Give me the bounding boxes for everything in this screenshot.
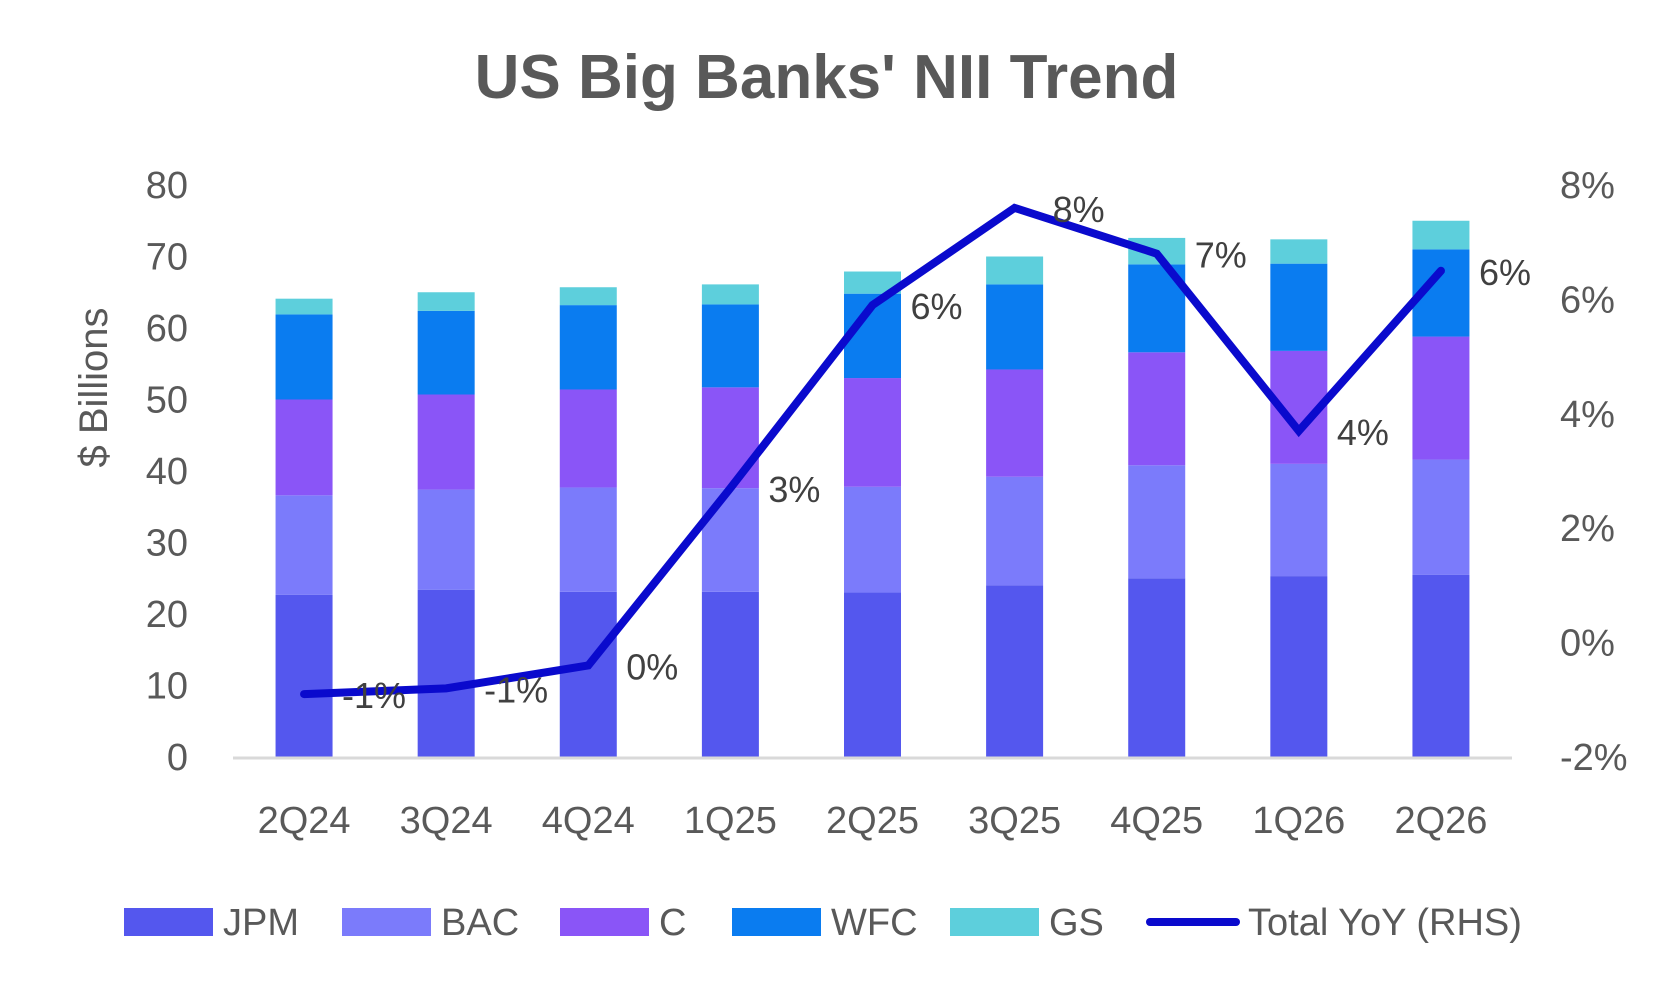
y-axis-title: $ Billions: [72, 307, 116, 467]
bar-gs-4q24: [559, 287, 617, 306]
x-axis-categories: 2Q24 3Q24 4Q24 1Q25 2Q25 3Q25 4Q25 1Q26 2Q26: [258, 800, 1488, 842]
bar-jpm-1q26: [1270, 576, 1328, 757]
legend-label: JPM: [223, 902, 299, 944]
x-category-label: 4Q25: [1110, 800, 1203, 842]
bar-bac-1q25: [701, 488, 759, 592]
y-tick-label: 0: [167, 737, 188, 779]
bar-bac-3q25: [986, 476, 1044, 586]
y-tick-label: 70: [146, 237, 188, 279]
bar-wfc-3q25: [986, 284, 1044, 370]
bar-c-3q25: [986, 369, 1044, 477]
bar-bac-4q25: [1128, 465, 1186, 579]
y-tick-label: 50: [146, 380, 188, 422]
yoy-data-label: -1%: [342, 675, 406, 716]
bar-jpm-3q25: [986, 585, 1044, 757]
y2-axis-ticks: -2% 0% 2% 4% 6% 8%: [1560, 165, 1628, 779]
y2-tick-label: 2%: [1560, 508, 1615, 550]
bar-bac-1q26: [1270, 463, 1328, 577]
bar-wfc-2q24: [275, 314, 333, 400]
y-axis-ticks: 0 10 20 30 40 50 60 70 80: [146, 165, 188, 779]
legend-swatch-bac: [342, 908, 431, 936]
legend-swatch-wfc: [732, 908, 821, 936]
y-tick-label: 30: [146, 523, 188, 565]
legend-label: Total YoY (RHS): [1248, 902, 1522, 944]
chart-title: US Big Banks' NII Trend: [474, 43, 1179, 112]
x-category-label: 4Q24: [542, 800, 635, 842]
yoy-data-label: 8%: [1053, 189, 1105, 230]
bar-gs-2q24: [275, 298, 333, 315]
legend-swatch-gs: [950, 908, 1039, 936]
legend-label: C: [659, 902, 686, 944]
y2-tick-label: 8%: [1560, 165, 1615, 207]
yoy-line: [300, 203, 1445, 699]
bar-c-4q24: [559, 389, 617, 488]
x-category-label: 2Q24: [258, 800, 351, 842]
bar-jpm-4q24: [559, 591, 617, 757]
y-tick-label: 20: [146, 594, 188, 636]
bar-gs-2q25: [844, 271, 901, 294]
y2-tick-label: -2%: [1560, 737, 1628, 779]
x-category-label: 3Q24: [400, 800, 493, 842]
bar-bac-2q26: [1412, 459, 1470, 575]
bar-jpm-2q24: [275, 594, 333, 757]
bar-c-4q25: [1128, 352, 1186, 466]
yoy-data-label: 6%: [911, 286, 963, 327]
bar-jpm-2q26: [1412, 574, 1470, 757]
legend-label: BAC: [441, 902, 519, 944]
yoy-data-label: 3%: [768, 469, 820, 510]
x-category-label: 1Q25: [684, 800, 777, 842]
bar-c-2q26: [1412, 336, 1470, 460]
x-category-label: 2Q26: [1394, 800, 1487, 842]
legend-swatch-jpm: [124, 908, 213, 936]
legend-label: WFC: [831, 902, 918, 944]
bar-wfc-1q25: [701, 304, 759, 388]
y-tick-label: 10: [146, 666, 188, 708]
y2-tick-label: 0%: [1560, 623, 1615, 665]
bar-c-2q25: [844, 378, 901, 487]
yoy-data-label: 0%: [626, 646, 678, 687]
bar-c-1q25: [701, 387, 759, 489]
bar-jpm-1q25: [701, 591, 759, 757]
bar-jpm-4q25: [1128, 578, 1186, 757]
legend: JPM BAC C WFC GS Total YoY (RHS): [124, 902, 1522, 944]
y-tick-label: 40: [146, 451, 188, 493]
bar-bac-2q24: [275, 495, 333, 595]
yoy-data-label: 6%: [1479, 252, 1531, 293]
x-category-label: 2Q25: [826, 800, 919, 842]
bar-wfc-4q24: [559, 305, 617, 390]
bar-bac-2q25: [844, 486, 901, 593]
y-axis-label-group: $ Billions: [72, 307, 116, 467]
yoy-data-label: 4%: [1337, 412, 1389, 453]
bar-jpm-3q24: [417, 589, 475, 757]
bar-wfc-3q24: [417, 310, 475, 395]
yoy-data-label: -1%: [484, 669, 548, 710]
bar-gs-3q25: [986, 256, 1044, 285]
bar-jpm-2q25: [844, 592, 901, 757]
x-category-label: 1Q26: [1252, 800, 1345, 842]
bar-wfc-1q26: [1270, 263, 1328, 351]
yoy-data-label: 7%: [1195, 235, 1247, 276]
bar-gs-1q26: [1270, 239, 1328, 264]
yoy-line-group: -1% -1% 0% 3% 6% 8% 7% 4% 6%: [300, 189, 1531, 716]
x-category-label: 3Q25: [968, 800, 1061, 842]
bar-c-3q24: [417, 394, 475, 490]
bar-bac-4q24: [559, 487, 617, 592]
bars: [275, 220, 1470, 757]
bar-gs-1q25: [701, 284, 759, 305]
y-tick-label: 80: [146, 165, 188, 207]
legend-swatch-c: [560, 908, 649, 936]
y2-tick-label: 6%: [1560, 279, 1615, 321]
bar-gs-3q24: [417, 292, 475, 311]
bar-bac-3q24: [417, 489, 475, 590]
legend-label: GS: [1049, 902, 1104, 944]
y-tick-label: 60: [146, 308, 188, 350]
bar-gs-2q26: [1412, 220, 1470, 250]
y2-tick-label: 4%: [1560, 394, 1615, 436]
bar-c-2q24: [275, 399, 333, 496]
